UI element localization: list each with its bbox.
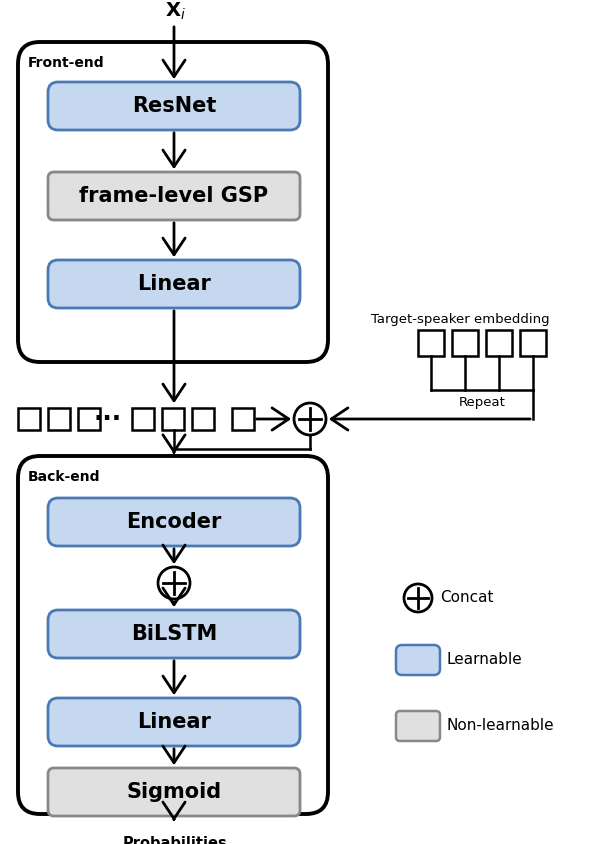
Bar bbox=[486, 330, 512, 356]
Text: ResNet: ResNet bbox=[132, 96, 216, 116]
Bar bbox=[48, 408, 70, 430]
Text: Non-learnable: Non-learnable bbox=[446, 718, 554, 733]
Text: Target-speaker embedding: Target-speaker embedding bbox=[371, 313, 550, 326]
Text: Linear: Linear bbox=[137, 274, 211, 294]
Text: frame-level GSP: frame-level GSP bbox=[79, 186, 268, 206]
Text: Front-end: Front-end bbox=[28, 56, 105, 70]
Bar bbox=[232, 408, 254, 430]
Bar bbox=[452, 330, 478, 356]
Bar bbox=[132, 408, 154, 430]
FancyBboxPatch shape bbox=[48, 698, 300, 746]
Text: Back-end: Back-end bbox=[28, 470, 101, 484]
Text: $\mathbf{X}_i$: $\mathbf{X}_i$ bbox=[165, 1, 185, 22]
FancyBboxPatch shape bbox=[48, 260, 300, 308]
Text: Encoder: Encoder bbox=[126, 512, 221, 532]
FancyBboxPatch shape bbox=[48, 172, 300, 220]
FancyBboxPatch shape bbox=[396, 645, 440, 675]
FancyBboxPatch shape bbox=[396, 711, 440, 741]
Text: Linear: Linear bbox=[137, 712, 211, 732]
Text: Concat: Concat bbox=[440, 591, 493, 605]
Bar bbox=[192, 408, 214, 430]
Text: Learnable: Learnable bbox=[446, 652, 522, 668]
Bar bbox=[162, 408, 184, 430]
Text: Probabilities: Probabilities bbox=[123, 836, 228, 844]
FancyBboxPatch shape bbox=[48, 82, 300, 130]
FancyBboxPatch shape bbox=[48, 498, 300, 546]
Bar bbox=[520, 330, 546, 356]
Bar bbox=[418, 330, 444, 356]
FancyBboxPatch shape bbox=[48, 610, 300, 658]
Bar bbox=[78, 408, 100, 430]
Bar bbox=[18, 408, 40, 430]
FancyBboxPatch shape bbox=[18, 42, 328, 362]
FancyBboxPatch shape bbox=[18, 456, 328, 814]
Text: ···: ··· bbox=[94, 407, 122, 431]
Text: Repeat: Repeat bbox=[459, 396, 506, 409]
Text: BiLSTM: BiLSTM bbox=[131, 624, 217, 644]
Text: Sigmoid: Sigmoid bbox=[126, 782, 221, 802]
FancyBboxPatch shape bbox=[48, 768, 300, 816]
